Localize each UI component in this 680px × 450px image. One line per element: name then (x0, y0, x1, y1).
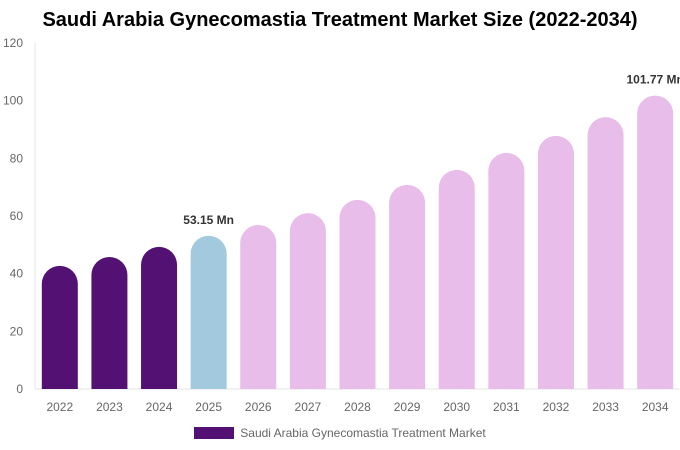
bar (389, 184, 426, 389)
bar (339, 199, 376, 389)
x-tick-label: 2026 (245, 400, 272, 414)
bar (240, 224, 277, 389)
x-tick-label: 2024 (146, 400, 173, 414)
x-tick-label: 2027 (295, 400, 322, 414)
chart-title: Saudi Arabia Gynecomastia Treatment Mark… (42, 9, 638, 31)
bar (91, 256, 128, 389)
bar (537, 135, 574, 389)
y-tick-label: 80 (10, 151, 24, 165)
x-tick-label: 2030 (443, 400, 470, 414)
y-tick-label: 120 (3, 36, 23, 50)
x-tick-label: 2022 (46, 400, 73, 414)
bar (587, 117, 624, 389)
bar (141, 246, 178, 389)
y-tick-label: 20 (10, 324, 24, 338)
bar (488, 152, 525, 389)
y-tick-label: 40 (10, 267, 24, 281)
x-tick-label: 2023 (96, 400, 123, 414)
y-tick-label: 0 (16, 382, 23, 396)
data-label: 101.77 Mn (627, 73, 680, 87)
bar (438, 169, 475, 389)
x-tick-label: 2032 (543, 400, 570, 414)
bar (289, 213, 326, 389)
legend-swatch (194, 427, 235, 439)
y-tick-label: 100 (3, 94, 23, 108)
x-tick-label: 2028 (344, 400, 371, 414)
x-tick-label: 2034 (642, 400, 669, 414)
bar (41, 265, 78, 389)
y-tick-label: 60 (10, 209, 24, 223)
legend-label: Saudi Arabia Gynecomastia Treatment Mark… (240, 426, 486, 440)
bar (637, 95, 674, 389)
x-tick-label: 2033 (592, 400, 619, 414)
x-tick-label: 2031 (493, 400, 520, 414)
data-label: 53.15 Mn (183, 213, 234, 227)
x-tick-label: 2029 (394, 400, 421, 414)
legend: Saudi Arabia Gynecomastia Treatment Mark… (0, 426, 680, 440)
bar (190, 235, 227, 389)
x-tick-label: 2025 (195, 400, 222, 414)
